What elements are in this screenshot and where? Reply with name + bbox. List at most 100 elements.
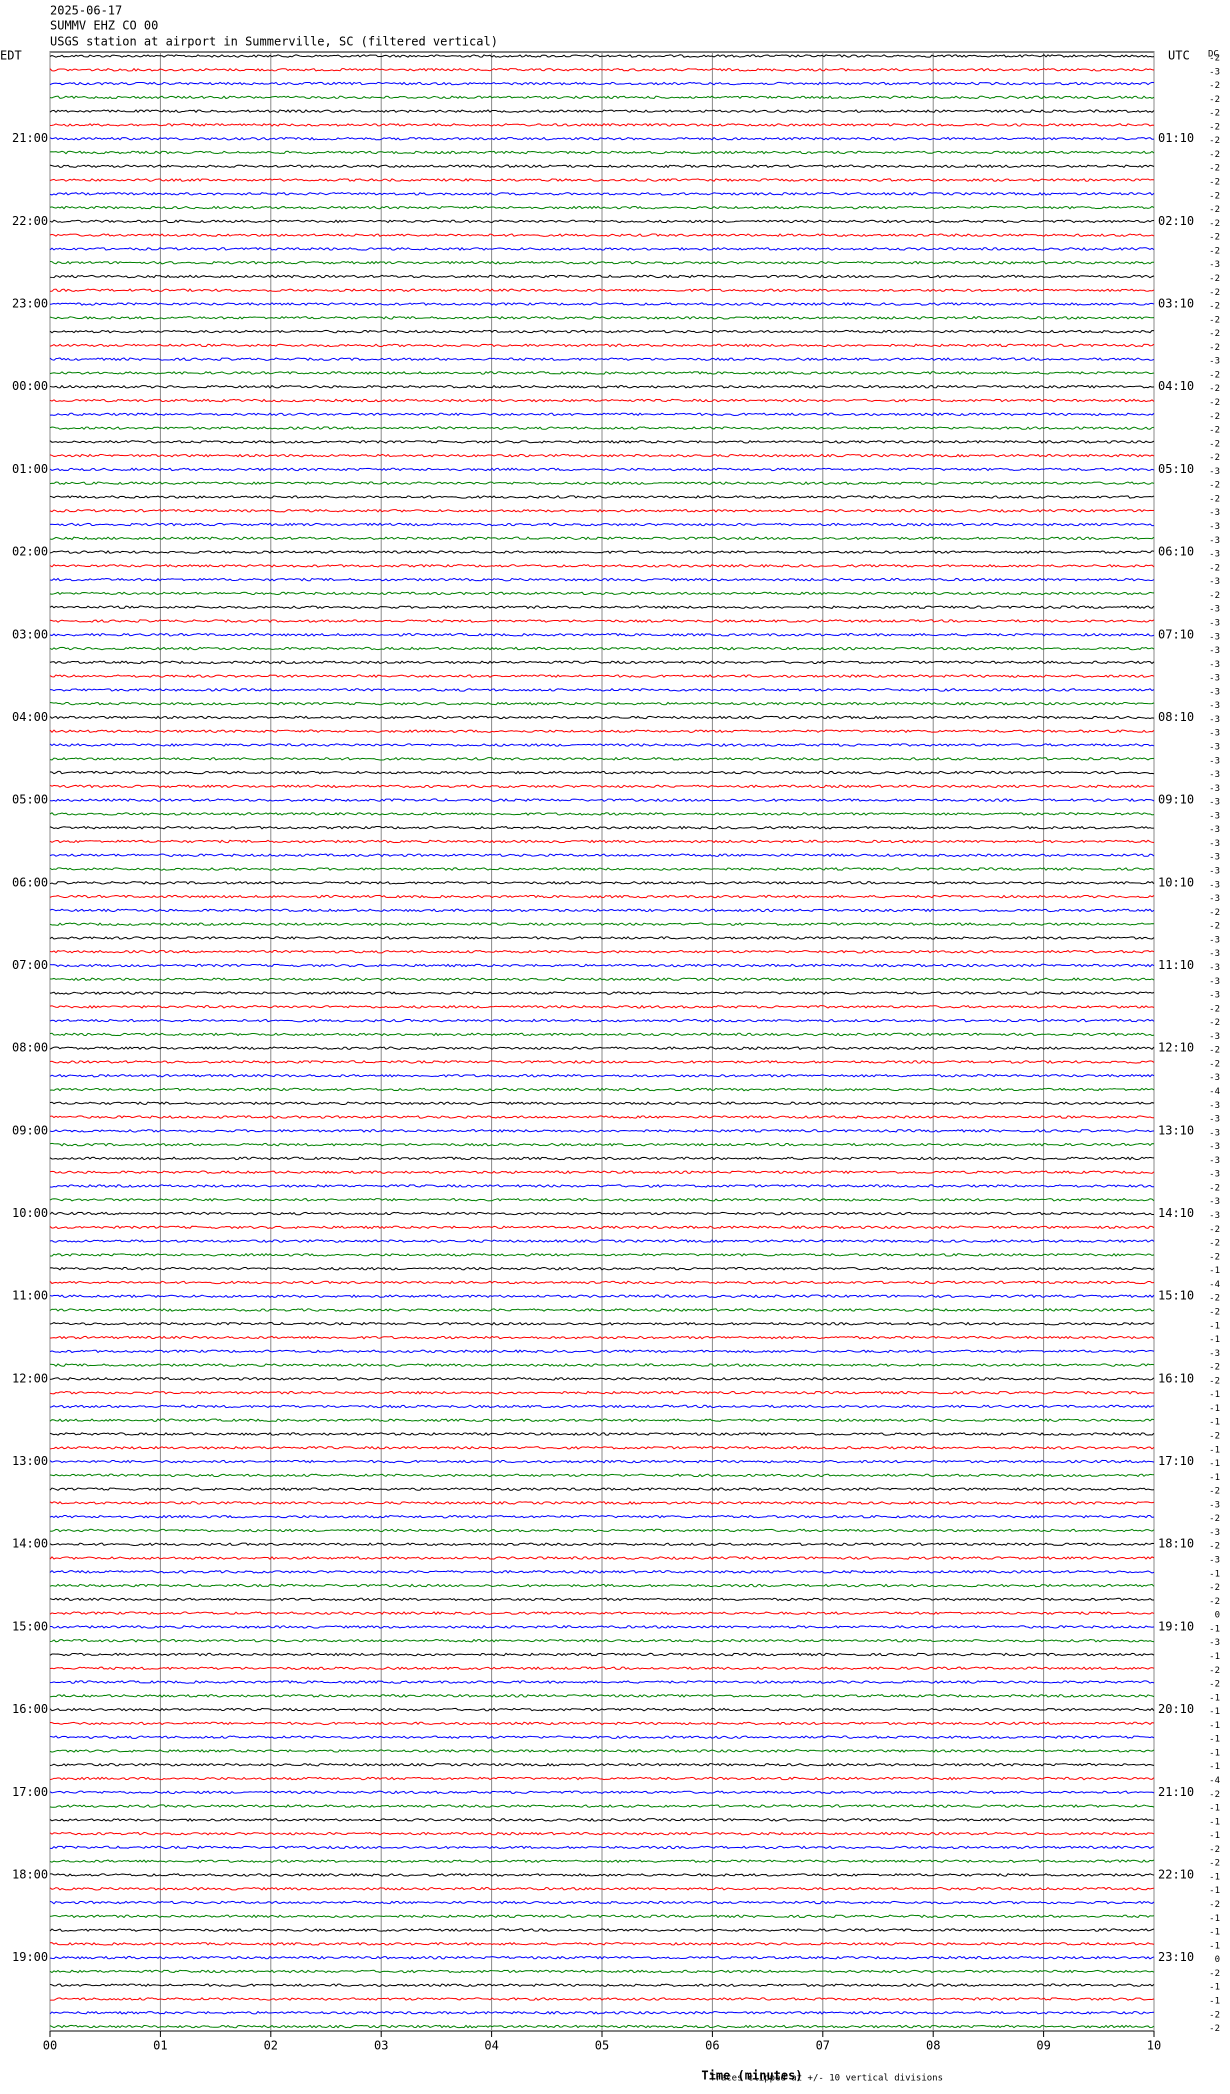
dc-offset: -3	[1209, 1170, 1220, 1180]
trace	[49, 2024, 1155, 2029]
dc-offset: -1	[1209, 1418, 1220, 1428]
dc-offset: -2	[1209, 1542, 1220, 1552]
dc-offset: -1	[1209, 1886, 1220, 1896]
trace	[49, 1280, 1155, 1285]
trace	[49, 302, 1155, 306]
trace	[49, 812, 1155, 816]
dc-offset: -3	[1209, 605, 1220, 615]
trace	[49, 770, 1155, 775]
right-time-label: 12:10	[1158, 1041, 1194, 1055]
trace	[49, 1749, 1155, 1753]
trace	[49, 1900, 1155, 1905]
dc-offset: -3	[1209, 935, 1220, 945]
dc-offset: -1	[1209, 1941, 1220, 1951]
dc-offset: -3	[1209, 467, 1220, 477]
left-time-label: 16:00	[12, 1702, 48, 1716]
trace	[49, 619, 1155, 623]
trace	[49, 1597, 1155, 1602]
trace	[49, 1542, 1155, 1547]
x-tick-label: 02	[264, 2039, 278, 2053]
dc-offset: -1	[1209, 1762, 1220, 1772]
trace	[49, 1817, 1155, 1822]
trace	[49, 1211, 1155, 1216]
trace	[49, 343, 1155, 348]
trace	[49, 1487, 1155, 1492]
dc-offset: -2	[1209, 426, 1220, 436]
x-tick-label: 08	[926, 2039, 940, 2053]
dc-offset: -3	[1209, 536, 1220, 546]
left-time-label: 10:00	[12, 1206, 48, 1220]
trace	[49, 1266, 1155, 1271]
dc-offset: -3	[1209, 991, 1220, 1001]
trace	[49, 164, 1155, 169]
right-time-label: 13:10	[1158, 1123, 1194, 1137]
dc-offset: -3	[1209, 1211, 1220, 1221]
dc-offset: -2	[1209, 343, 1220, 353]
trace	[49, 495, 1155, 499]
trace	[49, 729, 1155, 734]
dc-offset: -4	[1209, 1280, 1220, 1290]
trace	[49, 743, 1155, 747]
trace	[49, 1859, 1155, 1864]
dc-offset: -2	[1209, 453, 1220, 463]
trace	[49, 1569, 1155, 1574]
dc-offset: -3	[1209, 1556, 1220, 1566]
trace	[49, 371, 1155, 375]
header-station: SUMMV EHZ CO 00	[50, 19, 158, 33]
dc-offset: -2	[1209, 1514, 1220, 1524]
dc-offset: -3	[1209, 1142, 1220, 1152]
right-time-label: 16:10	[1158, 1371, 1194, 1385]
trace	[49, 1115, 1155, 1119]
trace	[49, 1666, 1155, 1671]
left-zone: EDT	[0, 49, 22, 63]
dc-offset: -1	[1209, 1831, 1220, 1841]
dc-offset: -2	[1209, 219, 1220, 229]
dc-offset: -2	[1209, 178, 1220, 188]
dc-offset: -3	[1209, 550, 1220, 560]
right-time-label: 08:10	[1158, 710, 1194, 724]
dc-offset: -1	[1209, 1748, 1220, 1758]
trace	[49, 674, 1155, 678]
trace	[49, 1969, 1155, 1974]
trace	[49, 95, 1155, 100]
trace	[49, 1528, 1155, 1533]
trace	[49, 756, 1155, 761]
trace	[49, 963, 1155, 968]
trace	[49, 1073, 1155, 1078]
trace	[49, 1294, 1155, 1299]
dc-offset: -2	[1209, 412, 1220, 422]
right-time-label: 18:10	[1158, 1537, 1194, 1551]
trace	[49, 949, 1155, 954]
dc-offset: -2	[1209, 136, 1220, 146]
dc-offset: -2	[1209, 1239, 1220, 1249]
trace	[49, 784, 1155, 789]
trace	[49, 936, 1155, 940]
x-tick-label: 00	[43, 2039, 57, 2053]
trace	[49, 219, 1155, 224]
dc-offset: -2	[1209, 81, 1220, 91]
trace	[49, 646, 1155, 651]
dc-offset: -2	[1209, 1252, 1220, 1262]
dc-offset: -2	[1209, 1018, 1220, 1028]
left-time-label: 02:00	[12, 545, 48, 559]
dc-offset: -2	[1209, 370, 1220, 380]
dc-offset: -1	[1209, 1652, 1220, 1662]
trace	[49, 563, 1155, 568]
dc-offset: -3	[1209, 729, 1220, 739]
trace	[49, 81, 1155, 86]
trace	[49, 701, 1155, 706]
left-time-label: 08:00	[12, 1041, 48, 1055]
right-time-label: 10:10	[1158, 875, 1194, 889]
trace	[49, 688, 1155, 692]
left-time-label: 21:00	[12, 131, 48, 145]
trace	[49, 1321, 1155, 1326]
left-time-label: 09:00	[12, 1123, 48, 1137]
trace	[49, 398, 1155, 403]
dc-offset: -2	[1209, 1487, 1220, 1497]
dc-offset: -1	[1209, 1872, 1220, 1882]
trace	[49, 1693, 1155, 1698]
trace	[49, 1790, 1155, 1795]
dc-offset: -2	[1209, 302, 1220, 312]
dc-offset: -3	[1209, 646, 1220, 656]
trace	[49, 150, 1155, 155]
